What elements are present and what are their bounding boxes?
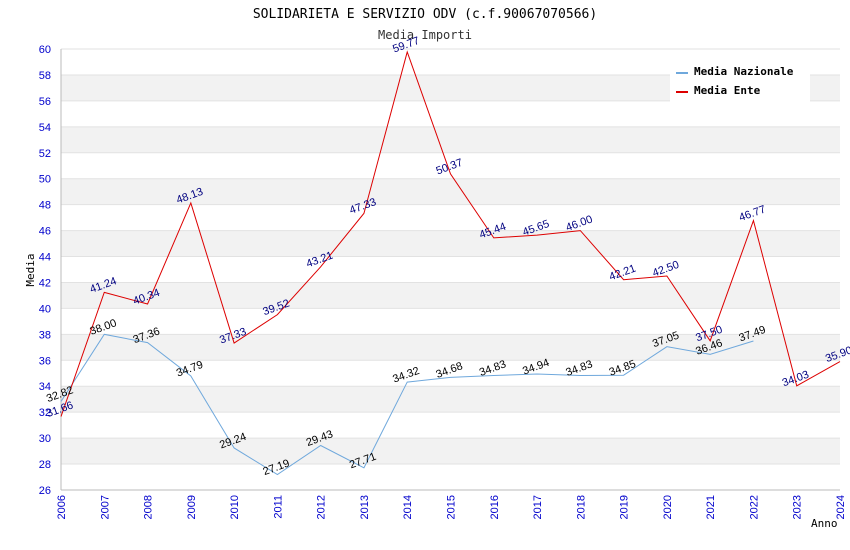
y-tick-label: 44	[39, 252, 51, 264]
x-tick-label: 2013	[359, 495, 371, 519]
legend-box	[670, 60, 810, 102]
x-tick-label: 2021	[705, 495, 717, 519]
y-tick-label: 46	[39, 226, 51, 238]
series-group	[60, 50, 841, 476]
y-tick-label: 32	[39, 407, 51, 419]
grid-band	[61, 412, 840, 439]
grid-band	[61, 308, 840, 335]
y-tick-label: 28	[39, 459, 51, 471]
grid-band	[61, 256, 840, 283]
x-tick-label: 2023	[792, 495, 804, 519]
legend: Media Nazionale Media Ente	[670, 60, 810, 102]
grid-band	[61, 386, 840, 413]
y-tick-label: 60	[39, 44, 51, 56]
y-tick-label: 56	[39, 96, 51, 108]
y-tick-label: 38	[39, 329, 51, 341]
y-tick-label: 52	[39, 148, 51, 160]
grid-band	[61, 204, 840, 231]
y-tick-label: 34	[39, 381, 51, 393]
x-tick-label: 2006	[56, 495, 68, 519]
x-tick-label: 2022	[748, 495, 760, 519]
y-tick-label: 36	[39, 355, 51, 367]
x-tick-label: 2024	[835, 495, 847, 519]
series-line-media-ente	[60, 50, 841, 417]
legend-label-media-nazionale: Media Nazionale	[694, 65, 794, 78]
y-tick-label: 50	[39, 174, 51, 186]
grid-band	[61, 100, 840, 127]
x-tick-label: 2016	[489, 495, 501, 519]
chart-subtitle: Media Importi	[378, 28, 472, 42]
y-tick-label: 26	[39, 485, 51, 497]
x-tick-label: 2019	[619, 495, 631, 519]
grid-band	[61, 126, 840, 153]
x-tick-label: 2018	[575, 495, 587, 519]
grid-band	[61, 360, 840, 387]
y-axis-label: Media	[24, 253, 37, 286]
x-tick-label: 2012	[316, 495, 328, 519]
grid-band	[61, 230, 840, 257]
chart-title: SOLIDARIETA E SERVIZIO ODV (c.f.90067070…	[253, 7, 597, 22]
grid-band	[61, 464, 840, 490]
x-axis-label: Anno	[811, 517, 838, 530]
x-tick-label: 2007	[99, 495, 111, 519]
x-axis-ticks: 2006 2007 2008 2009 2010 2011 2012 2013 2014 2015…	[56, 495, 847, 519]
grid-band	[61, 334, 840, 361]
y-tick-label: 42	[39, 277, 51, 289]
y-tick-label: 48	[39, 200, 51, 212]
grid-band	[61, 438, 840, 465]
x-tick-label: 2020	[662, 495, 674, 519]
y-tick-label: 54	[39, 122, 51, 134]
y-tick-label: 30	[39, 433, 51, 445]
y-tick-label: 40	[39, 303, 51, 315]
x-tick-label: 2008	[143, 495, 155, 519]
grid-band	[61, 282, 840, 309]
grid-bands	[61, 48, 840, 491]
y-axis-ticks: 26 28 30 32 34 36 38 40 42 44 46 48 50 52 54 56 58 60	[39, 44, 51, 497]
x-tick-label: 2011	[272, 495, 284, 519]
x-tick-label: 2017	[532, 495, 544, 519]
x-tick-label: 2014	[402, 495, 414, 519]
series-line-media-nazionale	[60, 333, 754, 476]
x-tick-label: 2010	[229, 495, 241, 519]
x-tick-label: 2015	[446, 495, 458, 519]
grid-band	[61, 178, 840, 205]
y-tick-label: 58	[39, 70, 51, 82]
legend-label-media-ente: Media Ente	[694, 84, 761, 97]
x-tick-label: 2009	[186, 495, 198, 519]
